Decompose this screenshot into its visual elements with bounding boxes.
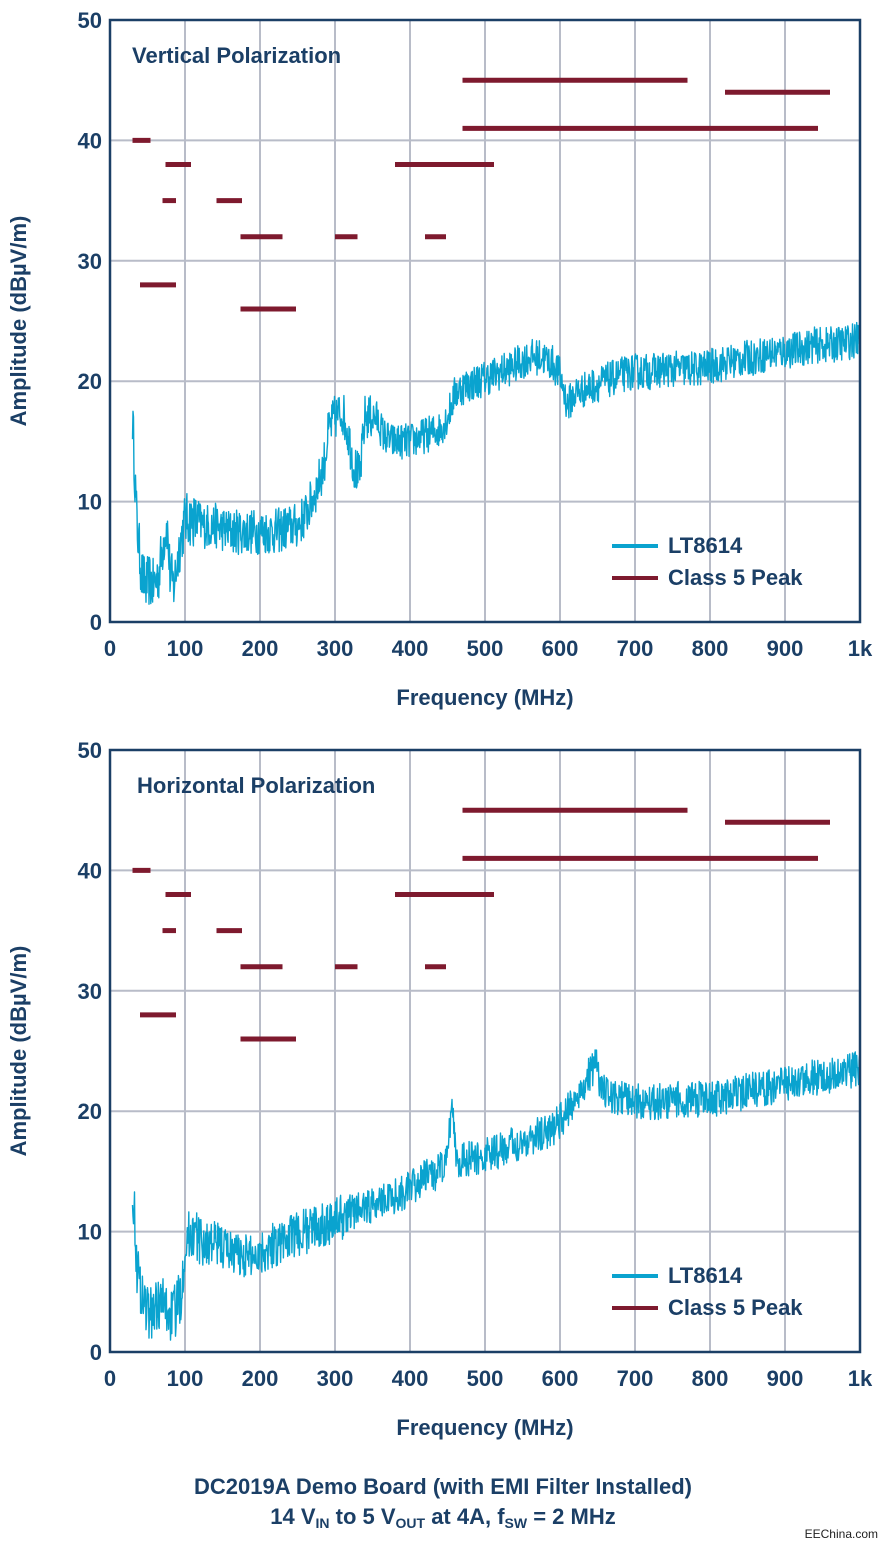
x-tick-label: 400 [392, 636, 429, 661]
y-tick-label: 50 [78, 738, 102, 763]
x-tick-label: 0 [104, 636, 116, 661]
x-tick-label: 700 [617, 636, 654, 661]
watermark: EEChina.com [804, 1527, 878, 1541]
x-tick-label: 0 [104, 1366, 116, 1391]
x-tick-label: 800 [692, 1366, 729, 1391]
y-tick-label: 40 [78, 858, 102, 883]
legend-label-class5: Class 5 Peak [668, 1295, 803, 1320]
x-tick-label: 600 [542, 636, 579, 661]
x-tick-label: 1k [848, 1366, 873, 1391]
panel-title: Horizontal Polarization [137, 773, 375, 798]
lt8614-trace [131, 321, 861, 605]
caption-line-1: DC2019A Demo Board (with EMI Filter Inst… [194, 1474, 692, 1499]
horizontal-polarization-chart: 0 100 200 300 400 500 600 700 800 900 1k 0 10 20 30 40 5… [6, 738, 873, 1440]
x-axis-title: Frequency (MHz) [396, 685, 573, 710]
y-tick-label: 0 [90, 1340, 102, 1365]
y-axis-title: Amplitude (dBµV/m) [6, 946, 31, 1157]
y-tick-label: 40 [78, 128, 102, 153]
y-tick-label: 20 [78, 369, 102, 394]
x-tick-label: 500 [467, 636, 504, 661]
panel-title: Vertical Polarization [132, 43, 341, 68]
y-tick-label: 0 [90, 610, 102, 635]
x-tick-label: 100 [167, 1366, 204, 1391]
vertical-polarization-chart: 0 100 200 300 400 500 600 700 800 900 1k 0 10 20 30 40 5… [6, 8, 873, 710]
x-tick-label: 300 [317, 1366, 354, 1391]
x-tick-label: 200 [242, 1366, 279, 1391]
x-tick-label: 600 [542, 1366, 579, 1391]
x-tick-label: 300 [317, 636, 354, 661]
y-tick-label: 30 [78, 249, 102, 274]
x-tick-label: 200 [242, 636, 279, 661]
y-axis-title: Amplitude (dBµV/m) [6, 216, 31, 427]
x-tick-label: 500 [467, 1366, 504, 1391]
x-tick-label: 400 [392, 1366, 429, 1391]
plot-frame [108, 18, 862, 624]
legend-label-class5: Class 5 Peak [668, 565, 803, 590]
y-tick-label: 50 [78, 8, 102, 33]
plot-frame [108, 748, 862, 1354]
x-tick-label: 100 [167, 636, 204, 661]
legend-label-lt8614: LT8614 [668, 1263, 743, 1288]
y-tick-label: 20 [78, 1099, 102, 1124]
x-tick-label: 900 [767, 636, 804, 661]
y-tick-label: 10 [78, 1220, 102, 1245]
caption-line-2: 14 VIN to 5 VOUT at 4A, fSW = 2 MHz [270, 1504, 616, 1531]
lt8614-trace [131, 1049, 861, 1341]
y-tick-label: 10 [78, 490, 102, 515]
x-axis-title: Frequency (MHz) [396, 1415, 573, 1440]
x-tick-label: 1k [848, 636, 873, 661]
legend-label-lt8614: LT8614 [668, 533, 743, 558]
x-tick-label: 700 [617, 1366, 654, 1391]
figure-caption: DC2019A Demo Board (with EMI Filter Inst… [0, 1472, 886, 1538]
x-tick-label: 800 [692, 636, 729, 661]
x-tick-label: 900 [767, 1366, 804, 1391]
y-tick-label: 30 [78, 979, 102, 1004]
